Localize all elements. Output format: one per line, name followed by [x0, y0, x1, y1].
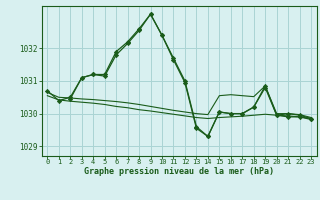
- X-axis label: Graphe pression niveau de la mer (hPa): Graphe pression niveau de la mer (hPa): [84, 167, 274, 176]
